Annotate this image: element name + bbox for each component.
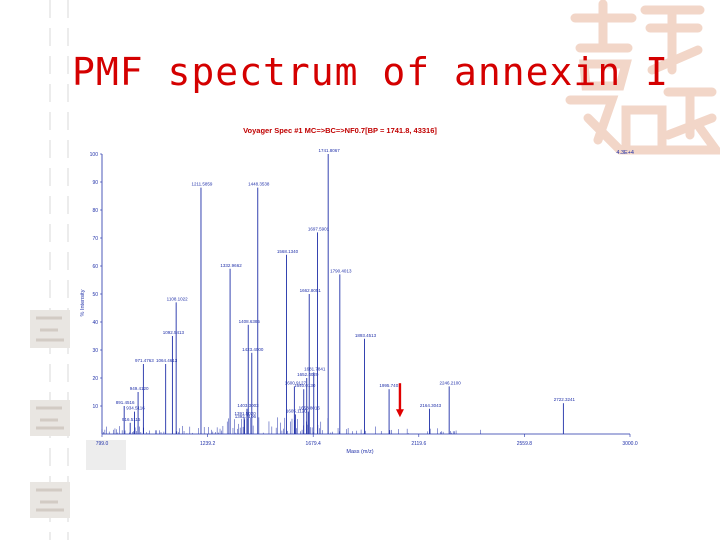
peak-label: 2246.2100 — [440, 380, 462, 385]
peak-label: 1681.7841 — [304, 366, 326, 371]
peak-label: 1893.4513 — [355, 333, 377, 338]
x-axis-label: Mass (m/z) — [346, 449, 373, 455]
peak-label: 1600.9127 — [285, 380, 307, 385]
top-right-intensity-label: 4.3E+4 — [616, 150, 634, 156]
y-tick-label: 50 — [92, 292, 98, 298]
y-tick-label: 60 — [92, 264, 98, 270]
y-axis-label: % Intensity — [80, 289, 86, 316]
x-tick-label: 799.0 — [96, 441, 109, 447]
peak-label: 1211.5859 — [192, 182, 213, 187]
peak-label: 1391.5020 — [234, 411, 256, 416]
peak-label: 1697.5901 — [308, 226, 330, 231]
peak-label: 891.4516 — [116, 400, 135, 405]
peak-label: 2722.3241 — [554, 397, 576, 402]
chart-title: Voyager Spec #1 MC=>BC=>NF0.7[BP = 1741.… — [243, 126, 437, 135]
peak-label: 949.4120 — [130, 386, 149, 391]
left-seal-column — [30, 0, 126, 540]
y-tick-label: 90 — [92, 180, 98, 186]
x-tick-label: 2119.6 — [411, 441, 426, 447]
peak-label: 1448.3538 — [248, 182, 270, 187]
peak-label: 1064.4613 — [156, 358, 178, 363]
peak-label: 1741.8067 — [319, 148, 341, 153]
y-tick-label: 40 — [92, 320, 98, 326]
y-tick-label: 80 — [92, 208, 98, 214]
peak-label: 934.5116 — [126, 406, 145, 411]
peak-label: 1392.7106 — [235, 414, 257, 419]
peak-label: 1640.0130 — [294, 383, 316, 388]
peak-label: 1652.4020 — [297, 372, 319, 377]
peak-label: 1995.7401 — [379, 383, 401, 388]
peak-label: 1568.1340 — [277, 249, 299, 254]
peak-label: 1605.1120 — [286, 408, 307, 413]
x-tick-label: 1239.2 — [200, 441, 216, 447]
peak-label: 1092.5413 — [163, 330, 185, 335]
y-tick-label: 30 — [92, 348, 98, 354]
peak-label: 1662.8051 — [300, 288, 322, 293]
slide-title: PMF spectrum of annexin I — [72, 50, 669, 94]
peak-label: 971.4763 — [135, 358, 154, 363]
y-tick-label: 20 — [92, 376, 98, 382]
peak-label: 1423.4000 — [242, 347, 264, 352]
x-tick-label: 2559.8 — [517, 441, 533, 447]
x-tick-label: 3000.0 — [622, 441, 638, 447]
annotation-arrow-head — [395, 409, 404, 418]
peak-label: 1408.6385 — [239, 319, 261, 324]
spectrum-chart-svg: Voyager Spec #1 MC=>BC=>NF0.7[BP = 1741.… — [80, 126, 638, 455]
y-tick-label: 10 — [92, 404, 98, 410]
peak-label: 1108.1022 — [167, 296, 188, 301]
peak-label: 916.5116 — [122, 417, 141, 422]
peak-label: 1332.9662 — [220, 263, 242, 268]
x-tick-label: 1679.4 — [306, 441, 322, 447]
y-tick-label: 70 — [92, 236, 98, 242]
y-tick-label: 100 — [90, 152, 99, 158]
peak-label: 2164.3043 — [420, 403, 442, 408]
calligraphy-watermark — [565, 0, 720, 155]
peak-label: 1790.4013 — [330, 268, 352, 273]
spectrum-chart: Voyager Spec #1 MC=>BC=>NF0.7[BP = 1741.… — [70, 118, 650, 463]
